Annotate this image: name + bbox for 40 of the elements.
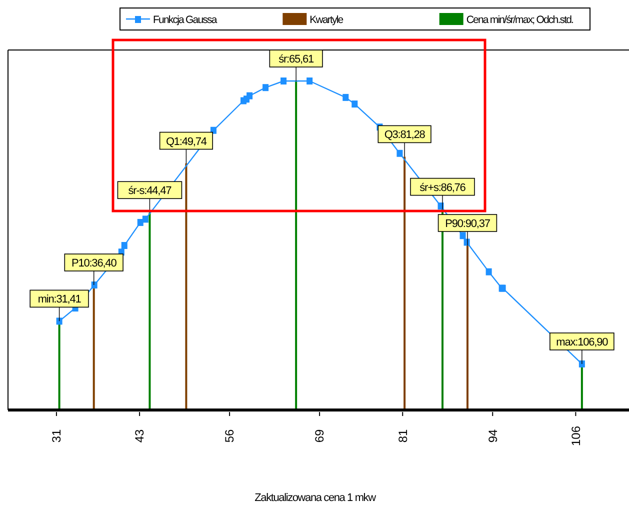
point [280,78,287,84]
point [91,281,98,288]
x-axis-title: Zaktualizowana cena 1 mkw [254,492,376,504]
bar [404,156,406,410]
annotation: min:31,41 [38,294,82,306]
point [246,92,253,100]
annotation: Q3:81,28 [384,129,426,142]
bar [148,212,151,410]
annotation: śr:65,61 [278,54,314,66]
legend-label: Cena min/śr/max; Odch.std. [466,14,574,26]
x-tick-label: 106 [568,426,583,446]
x-tick-label: 43 [132,429,147,443]
point [352,100,358,108]
annotation: P10:36,40 [71,257,117,270]
annotation: śr+s:86,76 [420,182,466,194]
point [142,216,148,223]
bar [185,163,188,410]
annotation: max:106,90 [556,336,608,348]
legend-label: Kwartyle [310,14,344,26]
bar [295,81,298,410]
point [56,318,62,325]
point [121,242,128,249]
point [137,218,144,226]
x-tick-label: 31 [50,429,64,443]
bar [466,246,468,410]
annotation: śr-s:44,47 [128,185,172,198]
annotation: P90:90,37 [445,218,490,230]
point [396,150,403,157]
x-tick-label: 56 [222,429,237,443]
point [262,84,269,92]
annotation: Q1:49,74 [166,136,207,148]
point [306,78,313,84]
point [342,94,349,101]
x-tick-label: 81 [396,429,410,443]
point [460,232,466,240]
legend-label: Funkcja Gaussa [153,14,218,26]
x-tick-label: 94 [486,429,500,443]
point [486,268,492,276]
point [578,360,585,368]
x-tick-label: 69 [312,429,327,443]
